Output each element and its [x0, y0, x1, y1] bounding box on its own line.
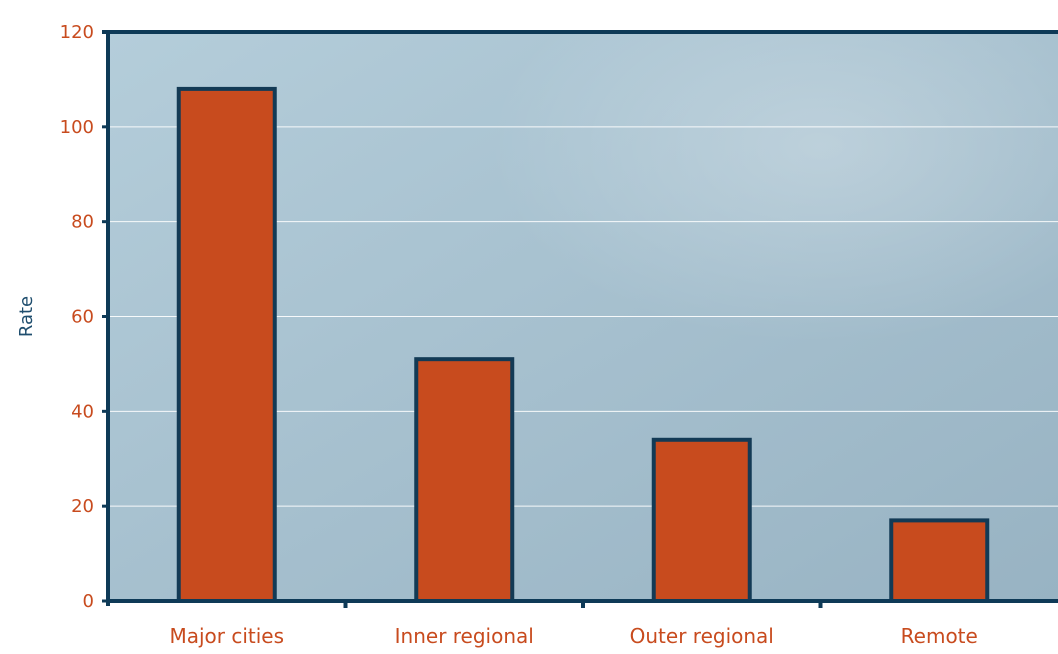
y-axis-label: Rate	[16, 296, 37, 337]
y-tick-label: 100	[60, 117, 94, 138]
axes	[102, 30, 1058, 608]
y-tick-label: 20	[71, 496, 94, 517]
y-tick-label: 80	[71, 212, 94, 233]
bar	[414, 357, 515, 603]
tick-labels: 0 20 40 60 80 100 120 Major cities Inner regiona…	[60, 22, 978, 648]
bar	[651, 437, 752, 603]
y-tick-label: 40	[71, 401, 94, 422]
y-tick-label: 60	[71, 307, 94, 328]
bars	[176, 86, 990, 603]
x-tick-label: Outer regional	[630, 624, 774, 648]
x-tick-label: Major cities	[169, 624, 284, 648]
x-tick-label: Remote	[901, 624, 978, 648]
y-tick-label: 0	[83, 591, 94, 612]
y-tick-label: 120	[60, 22, 94, 43]
bar	[889, 518, 990, 603]
bar	[176, 86, 277, 603]
x-tick-label: Inner regional	[395, 624, 534, 648]
